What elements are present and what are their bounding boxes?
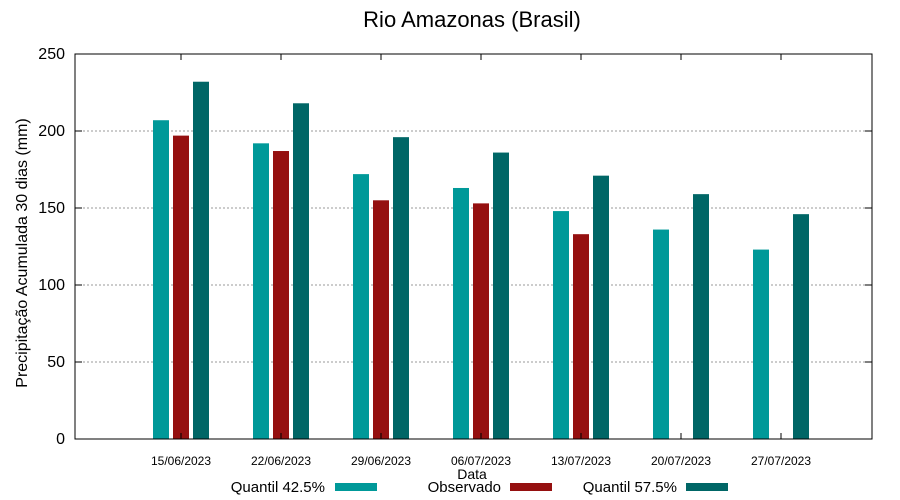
legend-label: Quantil 42.5% — [231, 479, 325, 496]
bars — [153, 81, 809, 439]
bar — [193, 81, 209, 439]
x-tick-label: 15/06/2023 — [151, 454, 211, 468]
x-tick-label: 22/06/2023 — [251, 454, 311, 468]
y-tick-label: 100 — [38, 277, 65, 294]
legend: Quantil 42.5% Observado Quantil 57.5% — [231, 479, 728, 496]
y-tick-label: 50 — [47, 354, 65, 371]
legend-swatch — [510, 483, 552, 491]
x-tick-label: 29/06/2023 — [351, 454, 411, 468]
bar — [693, 194, 709, 439]
bar — [393, 137, 409, 439]
x-tick-label: 27/07/2023 — [751, 454, 811, 468]
bar — [473, 203, 489, 439]
bar — [453, 187, 469, 439]
y-axis-label: Precipitação Acumulada 30 dias (mm) — [14, 118, 31, 387]
bar — [573, 234, 589, 439]
y-tick-label: 0 — [56, 431, 65, 448]
bar — [353, 174, 369, 439]
legend-swatch — [335, 483, 377, 491]
legend-swatch — [686, 483, 728, 491]
chart-title: Rio Amazonas (Brasil) — [363, 7, 581, 32]
x-axis-ticks: 15/06/2023 22/06/2023 29/06/2023 06/07/2023… — [151, 54, 811, 468]
y-tick-label: 250 — [38, 46, 65, 63]
legend-label: Observado — [428, 479, 501, 496]
bar — [373, 200, 389, 439]
x-tick-label: 06/07/2023 — [451, 454, 511, 468]
bar — [493, 152, 509, 439]
x-axis-label: Data — [457, 466, 487, 482]
bar — [593, 175, 609, 439]
bar — [653, 229, 669, 439]
bar — [173, 135, 189, 439]
y-axis-ticks: 0 50 100 150 200 250 — [38, 46, 872, 448]
legend-label: Quantil 57.5% — [583, 479, 677, 496]
y-tick-label: 200 — [38, 123, 65, 140]
bar — [153, 120, 169, 439]
bar — [753, 249, 769, 439]
bar — [273, 151, 289, 439]
x-tick-label: 13/07/2023 — [551, 454, 611, 468]
bar — [293, 103, 309, 439]
bar — [793, 214, 809, 439]
y-tick-label: 150 — [38, 200, 65, 217]
x-tick-label: 20/07/2023 — [651, 454, 711, 468]
bar — [553, 211, 569, 439]
bar — [253, 143, 269, 439]
plot-frame — [74, 53, 873, 440]
